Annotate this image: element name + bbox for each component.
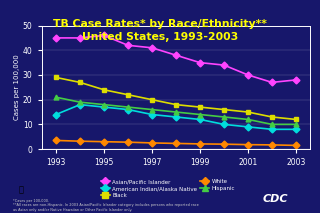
Text: TB Case Rates* by Race/Ethnicity**
United States, 1993-2003: TB Case Rates* by Race/Ethnicity** Unite… <box>53 19 267 42</box>
Legend: Asian/Pacific Islander, American Indian/Alaska Native, Black, White, Hispanic: Asian/Pacific Islander, American Indian/… <box>101 179 235 198</box>
Text: *Cases per 100,000.
**All races are non-Hispanic. In 2003 Asian/Pacific Islander: *Cases per 100,000. **All races are non-… <box>13 199 198 212</box>
Text: CDC: CDC <box>262 194 288 204</box>
Text: 🦅: 🦅 <box>18 185 23 194</box>
Y-axis label: Cases per 100,000: Cases per 100,000 <box>14 55 20 120</box>
